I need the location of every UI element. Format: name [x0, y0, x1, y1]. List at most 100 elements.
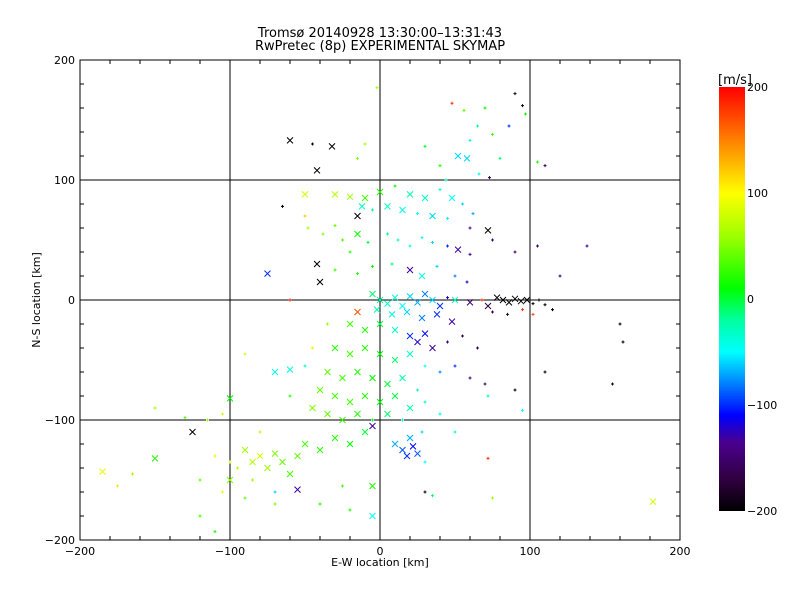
cross-marker [429, 212, 436, 220]
cross-marker [429, 296, 436, 304]
x-axis-label: E-W location [km] [331, 556, 429, 569]
cross-marker [384, 300, 391, 307]
plus-marker [491, 132, 494, 136]
cross-marker [454, 152, 462, 160]
cross-marker [324, 410, 331, 418]
plus-marker [356, 156, 359, 160]
cross-marker [418, 314, 426, 322]
y-tick-label: −200 [45, 534, 75, 547]
cross-marker [316, 278, 324, 286]
plus-marker [521, 308, 524, 312]
plus-marker [386, 232, 389, 236]
plus-marker [446, 216, 449, 220]
plus-marker [507, 124, 511, 128]
cross-marker [406, 332, 414, 340]
plus-marker [420, 430, 424, 434]
plus-marker [366, 240, 370, 244]
plus-marker [486, 394, 490, 398]
cross-marker [369, 374, 376, 382]
cross-marker [226, 395, 234, 402]
plus-marker [462, 108, 466, 112]
plus-marker [476, 124, 479, 128]
y-tick-label: 200 [54, 54, 75, 67]
cross-marker [376, 296, 384, 304]
cross-marker [391, 440, 399, 448]
cross-marker [384, 410, 391, 418]
plus-marker [438, 412, 442, 416]
plus-marker [258, 430, 262, 434]
plus-marker [506, 312, 509, 316]
cross-marker [421, 194, 429, 202]
plus-marker [311, 142, 314, 146]
cross-marker [324, 368, 331, 376]
cross-marker [331, 191, 339, 198]
cross-marker [354, 308, 361, 316]
plus-marker [423, 460, 427, 464]
plus-marker [618, 322, 622, 326]
cross-marker [649, 498, 657, 505]
cross-marker [361, 392, 369, 400]
plus-marker [513, 92, 517, 96]
cross-marker [466, 299, 474, 306]
cross-marker [421, 330, 429, 337]
cross-marker [346, 350, 354, 358]
cross-marker [309, 404, 316, 412]
plus-marker [431, 240, 434, 244]
cross-marker [454, 246, 462, 253]
cross-marker [403, 452, 411, 460]
plus-marker [206, 418, 209, 422]
cross-marker [391, 392, 399, 400]
plus-marker [281, 204, 284, 208]
cross-marker [436, 302, 444, 310]
plus-marker [491, 496, 494, 500]
plus-marker [221, 412, 224, 416]
plus-marker [621, 340, 625, 344]
cross-marker [361, 194, 369, 202]
plus-marker [468, 226, 472, 230]
plus-marker [288, 298, 292, 302]
plus-marker [461, 334, 464, 338]
cross-marker [346, 440, 354, 448]
cross-marker [151, 455, 159, 462]
plus-marker [416, 212, 419, 216]
plus-marker [375, 86, 379, 90]
cross-marker [448, 318, 456, 325]
colorbar-tick-label: −200 [747, 505, 777, 518]
cross-marker [264, 270, 271, 277]
x-tick-label: 200 [670, 545, 691, 558]
plus-marker [536, 244, 539, 248]
cross-marker [354, 410, 361, 418]
cross-marker [391, 356, 399, 364]
cross-marker [384, 203, 391, 210]
plus-marker [585, 244, 589, 248]
cross-marker [249, 458, 256, 466]
plus-marker [543, 303, 547, 307]
y-tick-label: 100 [54, 174, 75, 187]
cross-marker [369, 512, 376, 520]
plus-marker [333, 224, 337, 228]
plus-marker [416, 388, 419, 392]
cross-marker [358, 203, 366, 210]
plus-marker [438, 164, 442, 168]
cross-marker [339, 374, 346, 382]
cross-marker [294, 452, 301, 460]
cross-marker [406, 266, 414, 274]
plus-marker [348, 250, 352, 254]
colorbar [719, 87, 745, 511]
cross-marker [271, 450, 279, 457]
cross-marker [414, 338, 421, 346]
plus-marker [453, 364, 457, 368]
cross-marker [226, 476, 234, 484]
cross-marker [391, 326, 399, 334]
cross-marker [316, 386, 324, 394]
cross-marker [369, 290, 376, 298]
plus-marker [288, 394, 292, 398]
cross-marker [517, 297, 525, 305]
plus-marker [513, 250, 517, 254]
cross-marker [499, 296, 507, 304]
cross-marker [418, 272, 426, 280]
cross-marker [354, 230, 361, 238]
chart-title: Tromsø 20140928 13:30:00–13:31:43 [257, 26, 502, 41]
plus-marker [311, 346, 314, 350]
plus-marker [468, 252, 472, 256]
